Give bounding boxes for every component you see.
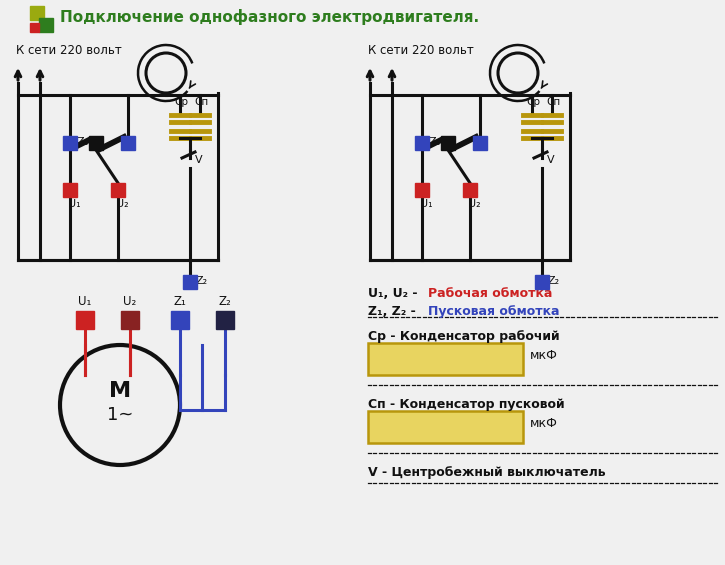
Bar [30, 6, 44, 20]
Text: U₁: U₁ [420, 199, 433, 209]
Text: Cп - Конденсатор пусковой: Cп - Конденсатор пусковой [368, 398, 565, 411]
Text: U₁: U₁ [78, 295, 91, 308]
Bar [121, 311, 139, 329]
Text: U₂: U₂ [116, 199, 128, 209]
Bar [368, 343, 523, 375]
Bar [183, 275, 197, 289]
Bar [89, 136, 103, 150]
Text: Пусковая обмотка: Пусковая обмотка [428, 305, 560, 318]
Text: мкФ: мкФ [530, 349, 558, 362]
Bar [63, 183, 77, 197]
Text: Z₂: Z₂ [548, 276, 560, 286]
Text: V - Центробежный выключатель: V - Центробежный выключатель [368, 466, 605, 479]
Text: Cр: Cр [174, 97, 188, 107]
Bar [473, 136, 487, 150]
Text: Z₁, Z₂ -: Z₁, Z₂ - [368, 305, 420, 318]
Text: M: M [109, 381, 131, 401]
Bar [171, 311, 189, 329]
Bar [39, 18, 53, 32]
Text: Z₂: Z₂ [219, 295, 231, 308]
Text: U₁: U₁ [68, 199, 80, 209]
Text: мкФ: мкФ [530, 417, 558, 430]
Bar [463, 183, 477, 197]
Text: Z₁: Z₁ [77, 137, 89, 147]
Text: Cр: Cр [526, 97, 540, 107]
Text: Рабочая обмотка: Рабочая обмотка [428, 287, 552, 300]
Text: К сети 220 вольт: К сети 220 вольт [16, 44, 122, 57]
Text: Cр - Конденсатор рабочий: Cр - Конденсатор рабочий [368, 330, 560, 343]
Text: 1~: 1~ [107, 406, 133, 424]
Bar [216, 311, 234, 329]
Text: V: V [195, 155, 202, 165]
Bar [415, 183, 429, 197]
Text: U₂: U₂ [123, 295, 136, 308]
Text: Z₁: Z₁ [173, 295, 186, 308]
Text: Z₁: Z₁ [429, 137, 441, 147]
Bar [76, 311, 94, 329]
Bar [415, 136, 429, 150]
Text: Cп: Cп [546, 97, 560, 107]
Text: V: V [547, 155, 555, 165]
Text: U₁, U₂ -: U₁, U₂ - [368, 287, 422, 300]
Bar [441, 136, 455, 150]
Bar [121, 136, 135, 150]
Bar [30, 23, 39, 32]
Bar [368, 411, 523, 443]
Text: U₂: U₂ [468, 199, 481, 209]
Bar [535, 275, 549, 289]
Bar [111, 183, 125, 197]
Bar [63, 136, 77, 150]
Text: Cп: Cп [194, 97, 208, 107]
Text: Подключение однофазного электродвигателя.: Подключение однофазного электродвигателя… [60, 9, 479, 25]
Text: К сети 220 вольт: К сети 220 вольт [368, 44, 473, 57]
Text: Z₂: Z₂ [196, 276, 208, 286]
